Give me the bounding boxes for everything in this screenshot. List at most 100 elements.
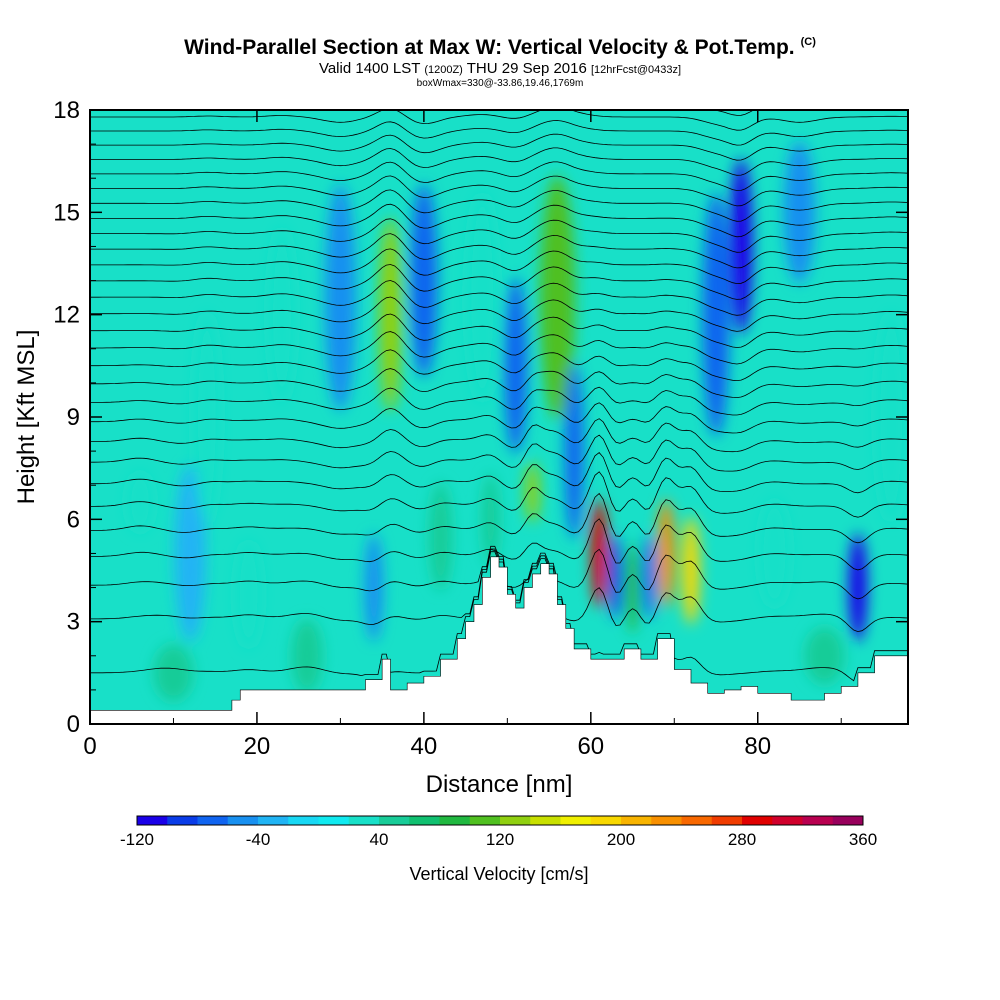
- pot-temp-contour: [90, 434, 908, 472]
- copyright-mark: (C): [800, 36, 816, 48]
- velocity-cell: [235, 540, 263, 649]
- y-tick-label: 9: [67, 404, 80, 431]
- colorbar-swatch: [711, 816, 743, 825]
- pot-temp-contour: [90, 492, 908, 544]
- x-tick-label: 20: [244, 733, 271, 760]
- velocity-cell: [525, 461, 540, 523]
- colorbar-swatch: [137, 816, 168, 825]
- velocity-cell: [466, 192, 498, 403]
- colorbar-label: Vertical Velocity [cm/s]: [409, 864, 588, 884]
- colorbar-swatch: [590, 816, 622, 825]
- velocity-cell: [804, 627, 845, 685]
- velocity-cell: [174, 465, 206, 642]
- pot-temp-contour: [90, 296, 908, 332]
- pot-temp-contour: [90, 313, 908, 348]
- y-tick-label: 0: [67, 711, 80, 738]
- pot-temp-contour: [90, 545, 908, 600]
- y-tick-label: 18: [53, 97, 80, 124]
- colorbar-swatch: [167, 816, 198, 825]
- colorbar-swatch: [802, 816, 834, 825]
- velocity-cell: [642, 535, 657, 620]
- velocity-cell: [783, 141, 816, 284]
- colorbar-swatch: [681, 816, 713, 825]
- y-tick-label: 12: [53, 302, 80, 329]
- colorbar-swatch: [227, 816, 259, 825]
- velocity-cell: [591, 499, 608, 608]
- x-tick-label: 40: [411, 733, 438, 760]
- pot-temp-contour: [90, 147, 908, 176]
- pot-temp-contour: [90, 175, 908, 207]
- pot-temp-contour: [90, 331, 908, 365]
- velocity-cell: [481, 473, 500, 565]
- colorbar-swatch: [530, 816, 561, 825]
- velocity-cell: [504, 277, 528, 455]
- colorbar-swatch: [832, 816, 864, 825]
- velocity-cell: [657, 499, 675, 608]
- colorbar-swatch: [439, 816, 471, 825]
- pot-temp-contour: [90, 189, 908, 222]
- colorbar-swatch: [348, 816, 380, 825]
- colorbar-swatch: [258, 816, 289, 825]
- velocity-cell: [126, 471, 154, 533]
- pot-temp-contour: [90, 518, 908, 571]
- pot-temp-contour: [90, 418, 908, 453]
- pot-temp-contour: [90, 233, 908, 269]
- pot-temp-contour: [90, 402, 908, 434]
- box-info: boxWmax=330@-33.86,19.46,1769m: [416, 78, 584, 89]
- colorbar-swatch: [288, 816, 319, 825]
- velocity-cell: [625, 541, 640, 634]
- pot-temp-contour: [90, 349, 908, 382]
- pot-temp-contour: [90, 264, 908, 300]
- pot-temp-contour: [90, 248, 908, 285]
- colorbar-swatch: [318, 816, 350, 825]
- velocity-cell: [291, 618, 323, 693]
- y-axis-label: Height [Kft MSL]: [13, 330, 40, 505]
- x-axis-label: Distance [nm]: [426, 771, 573, 798]
- colorbar-swatch: [500, 816, 531, 825]
- pot-temp-contour: [90, 120, 908, 146]
- colorbar-swatch: [409, 816, 440, 825]
- colorbar-swatch: [469, 816, 501, 825]
- velocity-cell: [848, 533, 868, 642]
- velocity-cell: [364, 533, 384, 642]
- y-tick-label: 6: [67, 506, 80, 533]
- colorbar-tick-label: 280: [728, 830, 756, 849]
- colorbar-frame: [136, 815, 864, 826]
- pot-temp-contour: [90, 452, 908, 494]
- pot-temp-contour: [90, 133, 908, 161]
- y-tick-label: 3: [67, 609, 80, 636]
- velocity-cell: [564, 362, 584, 540]
- velocity-cell: [429, 482, 452, 591]
- x-tick-label: 0: [83, 733, 96, 760]
- colorbar-tick-label: 360: [849, 830, 877, 849]
- colorbar-swatch: [651, 816, 682, 825]
- pot-temp-contour: [90, 110, 908, 131]
- colorbar-swatch: [560, 816, 592, 825]
- colorbar-swatch: [197, 816, 229, 825]
- pot-temp-contour: [90, 386, 908, 416]
- pot-temp-contour: [90, 218, 908, 253]
- pot-temp-contour: [90, 280, 908, 316]
- velocity-cell: [609, 535, 623, 620]
- velocity-cell: [268, 226, 296, 403]
- colorbar-tick-label: -120: [120, 830, 154, 849]
- velocity-cell: [193, 311, 221, 523]
- terrain: [90, 556, 908, 724]
- velocity-cell: [410, 183, 438, 378]
- velocity-cell: [379, 217, 402, 412]
- x-tick-label: 80: [744, 733, 771, 760]
- velocity-cell: [324, 183, 356, 412]
- velocity-cell: [875, 311, 907, 523]
- colorbar-swatch: [772, 816, 803, 825]
- colorbar-swatch: [621, 816, 652, 825]
- colorbar-tick-label: 40: [370, 830, 389, 849]
- y-tick-label: 15: [53, 199, 80, 226]
- colorbar-tick-label: 200: [607, 830, 635, 849]
- velocity-cell: [153, 644, 194, 702]
- velocity-cell: [702, 192, 730, 438]
- chart-title: Wind-Parallel Section at Max W: Vertical…: [184, 36, 816, 59]
- colorbar-swatch: [742, 816, 773, 825]
- colorbar-swatch: [379, 816, 410, 825]
- pot-temp-contour: [90, 471, 908, 518]
- colorbar-tick-label: 120: [486, 830, 514, 849]
